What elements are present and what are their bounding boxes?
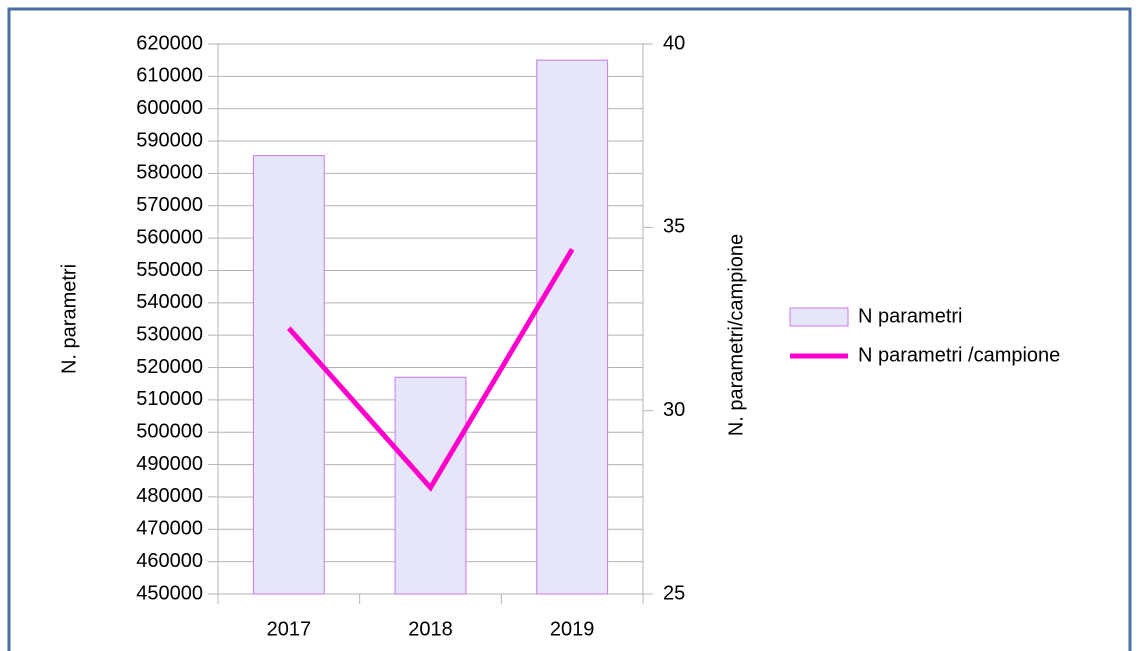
y-tick-label: 530000: [136, 323, 203, 345]
y-tick-label: 580000: [136, 162, 203, 184]
y-tick-label: 550000: [136, 259, 203, 281]
y2-tick-label: 25: [663, 582, 685, 604]
y-tick-label: 540000: [136, 291, 203, 313]
line: [286, 248, 575, 492]
bar: [252, 155, 325, 595]
y-tick-label: 590000: [136, 129, 203, 151]
y-tick-label: 490000: [136, 453, 203, 475]
x-tick-label: 2018: [408, 618, 453, 640]
y-tick-label: 560000: [136, 226, 203, 248]
y-tick-label: 470000: [136, 518, 203, 540]
y2-tick-label: 30: [663, 399, 685, 421]
y-tick-label: 570000: [136, 194, 203, 216]
y2-tick-label: 40: [663, 32, 685, 54]
y-tick-label: 600000: [136, 97, 203, 119]
y-axis-title: N. parametri: [58, 264, 80, 374]
y-tick-label: 500000: [136, 421, 203, 443]
bar: [536, 59, 609, 595]
legend-swatch: [789, 307, 849, 327]
legend-label: N parametri /campione: [858, 344, 1060, 366]
y-tick-label: 520000: [136, 356, 203, 378]
y-tick-label: 480000: [136, 485, 203, 507]
y-tick-label: 510000: [136, 388, 203, 410]
x-tick-label: 2019: [550, 618, 595, 640]
y2-axis-title: N. parametri/campione: [725, 234, 747, 436]
y-tick-label: 460000: [136, 550, 203, 572]
y-tick-label: 620000: [136, 32, 203, 54]
legend-label: N parametri: [858, 305, 962, 327]
y-tick-label: 450000: [136, 582, 203, 604]
x-tick-label: 2017: [267, 618, 312, 640]
frame: [7, 7, 1132, 651]
y2-tick-label: 35: [663, 216, 685, 238]
y-tick-label: 610000: [136, 65, 203, 87]
